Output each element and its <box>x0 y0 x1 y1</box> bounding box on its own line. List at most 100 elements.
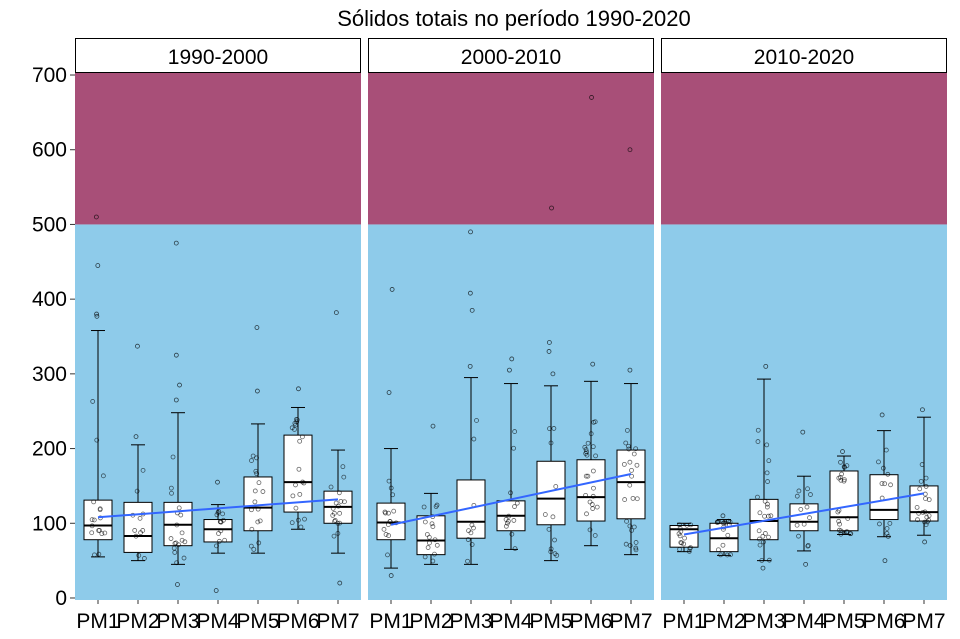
data-point <box>623 541 629 547</box>
data-point <box>677 533 683 539</box>
data-point <box>140 467 146 473</box>
data-point <box>583 473 589 479</box>
data-point <box>721 520 726 526</box>
data-point <box>923 522 929 528</box>
data-point <box>548 440 554 446</box>
data-point <box>133 533 139 539</box>
data-point <box>594 504 600 510</box>
data-point <box>917 486 923 492</box>
boxplot <box>669 522 699 554</box>
data-point <box>919 462 925 467</box>
data-point <box>422 519 428 525</box>
data-point <box>835 509 841 515</box>
boxplot <box>203 479 233 593</box>
data-point <box>841 530 847 536</box>
data-point <box>295 517 301 523</box>
outlier-point <box>509 356 515 362</box>
trend-line <box>683 492 925 536</box>
data-point <box>629 467 634 473</box>
data-point <box>883 447 889 453</box>
x-tick-label: PM4 <box>489 610 533 633</box>
data-point <box>633 446 639 452</box>
data-point <box>633 547 639 553</box>
data-point <box>887 520 893 526</box>
outlier-point <box>94 311 99 317</box>
data-point <box>839 471 845 477</box>
data-point <box>97 527 102 533</box>
data-point <box>627 482 633 488</box>
data-point <box>876 459 881 465</box>
data-point <box>332 518 338 523</box>
data-point <box>622 497 628 502</box>
outlier-point <box>135 343 140 349</box>
boxplot <box>709 513 739 558</box>
data-point <box>885 471 891 477</box>
outlier-point <box>388 573 394 578</box>
x-tick-label: PM1 <box>369 610 412 633</box>
boxplot <box>416 423 446 565</box>
data-point <box>179 530 185 536</box>
data-point <box>627 459 633 465</box>
data-point <box>884 531 890 536</box>
data-point <box>879 481 885 486</box>
data-point <box>583 492 589 498</box>
data-point <box>882 481 888 487</box>
data-point <box>430 524 436 529</box>
data-point <box>254 471 260 477</box>
data-point <box>217 538 222 544</box>
outlier-point <box>920 407 925 413</box>
data-point <box>181 555 187 561</box>
data-point <box>506 513 512 519</box>
trend-line <box>97 498 339 519</box>
data-point <box>765 479 770 484</box>
data-point <box>845 516 851 521</box>
data-point <box>923 484 929 489</box>
data-point <box>391 508 397 514</box>
data-point <box>915 517 920 523</box>
data-point <box>253 468 259 474</box>
data-point <box>885 534 891 539</box>
boxplot <box>536 205 566 562</box>
data-point <box>764 442 770 448</box>
data-point <box>249 526 255 532</box>
box <box>123 501 153 553</box>
data-point <box>591 485 596 491</box>
data-point <box>757 542 763 548</box>
boxplot <box>576 95 606 547</box>
data-point <box>342 499 347 505</box>
data-point <box>584 449 590 455</box>
data-point <box>634 496 640 502</box>
x-tick-label: PM2 <box>702 610 745 633</box>
x-tick-label: PM6 <box>569 610 612 633</box>
data-point <box>296 466 302 472</box>
data-point <box>102 530 108 536</box>
box <box>83 499 113 541</box>
facet-strip <box>368 38 654 73</box>
outlier-point <box>590 361 596 367</box>
data-point <box>297 438 303 444</box>
outlier-point <box>467 290 473 296</box>
data-point <box>546 526 552 532</box>
data-point <box>677 546 683 552</box>
data-point <box>94 437 100 443</box>
data-point <box>759 557 765 563</box>
x-tick-label: PM1 <box>662 610 705 633</box>
data-point <box>923 475 929 481</box>
data-point <box>923 496 928 502</box>
data-point <box>424 532 430 537</box>
data-point <box>626 446 632 452</box>
data-point <box>756 528 762 534</box>
data-point <box>590 444 596 450</box>
data-point <box>552 551 558 557</box>
data-point <box>260 489 266 494</box>
data-point <box>841 464 847 470</box>
data-point <box>302 516 307 522</box>
outlier-point <box>922 539 928 545</box>
data-point <box>255 506 261 512</box>
outlier-point <box>879 412 885 418</box>
data-point <box>807 515 812 521</box>
data-point <box>248 543 254 549</box>
box <box>203 519 233 543</box>
